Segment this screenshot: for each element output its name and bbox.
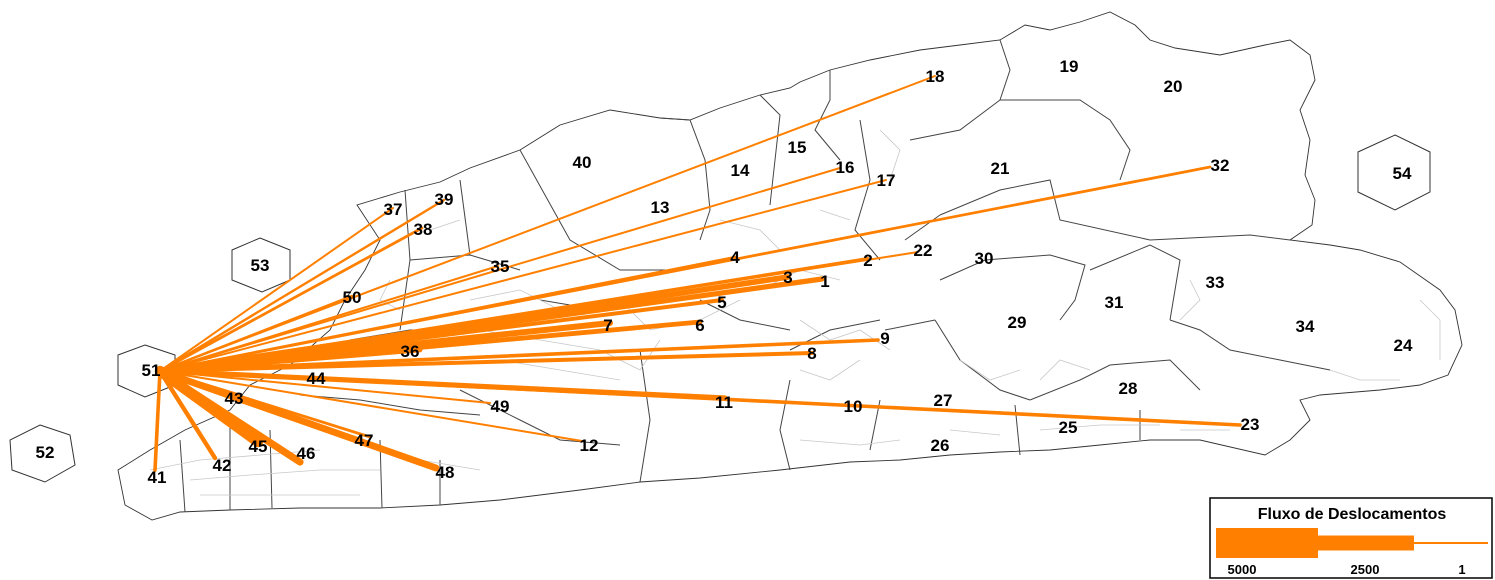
zone-label-52: 52 bbox=[36, 443, 55, 462]
zone-label-30: 30 bbox=[975, 249, 994, 268]
zone-label-23: 23 bbox=[1241, 415, 1260, 434]
zone-labels: 1 2 3 4 5 6 7 8 9 10 11 12 13 14 15 16 1… bbox=[36, 57, 1413, 487]
zone-label-38: 38 bbox=[414, 220, 433, 239]
flow-line-51-35 bbox=[159, 265, 499, 372]
zone-label-6: 6 bbox=[695, 316, 704, 335]
flow-line-51-49 bbox=[159, 370, 491, 404]
flow-line-51-12 bbox=[159, 370, 583, 442]
flow-line-51-22 bbox=[159, 251, 919, 372]
zone-label-37: 37 bbox=[384, 200, 403, 219]
zone-label-21: 21 bbox=[991, 159, 1010, 178]
legend-flow-scale bbox=[1216, 528, 1488, 558]
zone-label-20: 20 bbox=[1164, 77, 1183, 96]
zone-label-5: 5 bbox=[717, 293, 726, 312]
zone-label-36: 36 bbox=[401, 342, 420, 361]
zone-label-8: 8 bbox=[807, 344, 816, 363]
flow-line-51-18 bbox=[159, 75, 936, 372]
flow-line-51-37 bbox=[159, 207, 394, 372]
zone-label-49: 49 bbox=[491, 397, 510, 416]
legend-bar-1 bbox=[1414, 542, 1488, 544]
flow-line-51-17 bbox=[159, 179, 887, 372]
zone-label-41: 41 bbox=[148, 468, 167, 487]
zone-label-4: 4 bbox=[730, 248, 740, 267]
zone-label-31: 31 bbox=[1105, 293, 1124, 312]
zone-label-10: 10 bbox=[844, 397, 863, 416]
zone-label-1: 1 bbox=[820, 272, 829, 291]
zone-label-54: 54 bbox=[1393, 164, 1412, 183]
zone-label-44: 44 bbox=[307, 369, 326, 388]
legend-tick-5000: 5000 bbox=[1228, 562, 1257, 577]
zone-label-17: 17 bbox=[877, 171, 896, 190]
flow-line-51-46 bbox=[156, 367, 304, 466]
zone-label-33: 33 bbox=[1206, 273, 1225, 292]
zone-label-26: 26 bbox=[931, 436, 950, 455]
zone-label-27: 27 bbox=[934, 391, 953, 410]
zone-label-35: 35 bbox=[491, 257, 510, 276]
flow-line-51-6 bbox=[157, 319, 703, 374]
zone-label-50: 50 bbox=[343, 288, 362, 307]
flow-line-51-1 bbox=[157, 276, 825, 374]
zone-label-29: 29 bbox=[1008, 313, 1027, 332]
zone-label-25: 25 bbox=[1059, 418, 1078, 437]
external-zone-52 bbox=[9, 424, 76, 483]
flow-line-51-9 bbox=[158, 338, 880, 373]
zone-label-43: 43 bbox=[225, 389, 244, 408]
external-zone-54 bbox=[1357, 134, 1431, 211]
zone-label-39: 39 bbox=[435, 190, 454, 209]
zone-label-40: 40 bbox=[573, 153, 592, 172]
legend-tick-2500: 2500 bbox=[1351, 562, 1380, 577]
flow-line-51-32 bbox=[158, 165, 1212, 373]
zone-label-48: 48 bbox=[436, 463, 455, 482]
flow-line-51-48 bbox=[156, 367, 440, 472]
zone-label-42: 42 bbox=[213, 456, 232, 475]
zone-label-16: 16 bbox=[836, 158, 855, 177]
flow-line-51-41 bbox=[153, 369, 162, 472]
city-boundary bbox=[117, 11, 1463, 521]
legend-tick-1: 1 bbox=[1458, 562, 1465, 577]
legend-title: Fluxo de Deslocamentos bbox=[1258, 506, 1447, 523]
flow-lines bbox=[153, 75, 1242, 472]
zone-label-7: 7 bbox=[603, 316, 612, 335]
zone-label-3: 3 bbox=[783, 268, 792, 287]
legend-bar-5000 bbox=[1216, 528, 1318, 558]
flow-line-51-50 bbox=[158, 294, 354, 373]
legend-bar-2500 bbox=[1318, 535, 1414, 551]
zone-label-13: 13 bbox=[651, 198, 670, 217]
zone-label-14: 14 bbox=[731, 161, 750, 180]
zone-label-34: 34 bbox=[1296, 317, 1315, 336]
zone-label-19: 19 bbox=[1060, 57, 1079, 76]
flow-line-51-23 bbox=[158, 369, 1242, 427]
zone-label-46: 46 bbox=[297, 444, 316, 463]
flow-line-51-38 bbox=[158, 226, 424, 373]
zone-label-28: 28 bbox=[1119, 379, 1138, 398]
zone-label-51: 51 bbox=[142, 361, 161, 380]
zone-label-24: 24 bbox=[1394, 336, 1413, 355]
zone-boundaries bbox=[179, 39, 1331, 513]
flow-line-51-39 bbox=[158, 198, 446, 373]
external-zone-53 bbox=[231, 237, 291, 293]
zone-label-11: 11 bbox=[715, 393, 733, 412]
zone-label-18: 18 bbox=[926, 67, 945, 86]
zone-label-15: 15 bbox=[788, 138, 807, 157]
zone-label-47: 47 bbox=[355, 431, 374, 450]
flow-line-51-42 bbox=[157, 368, 218, 461]
flow-line-51-16 bbox=[159, 167, 841, 372]
zone-label-22: 22 bbox=[914, 241, 933, 260]
zone-label-9: 9 bbox=[880, 329, 889, 348]
legend: Fluxo de Deslocamentos 5000 2500 1 bbox=[1209, 497, 1493, 579]
zone-label-45: 45 bbox=[249, 437, 268, 456]
zone-label-2: 2 bbox=[863, 251, 872, 270]
zone-label-53: 53 bbox=[251, 256, 270, 275]
zone-label-12: 12 bbox=[580, 436, 599, 455]
zone-label-32: 32 bbox=[1211, 156, 1230, 175]
